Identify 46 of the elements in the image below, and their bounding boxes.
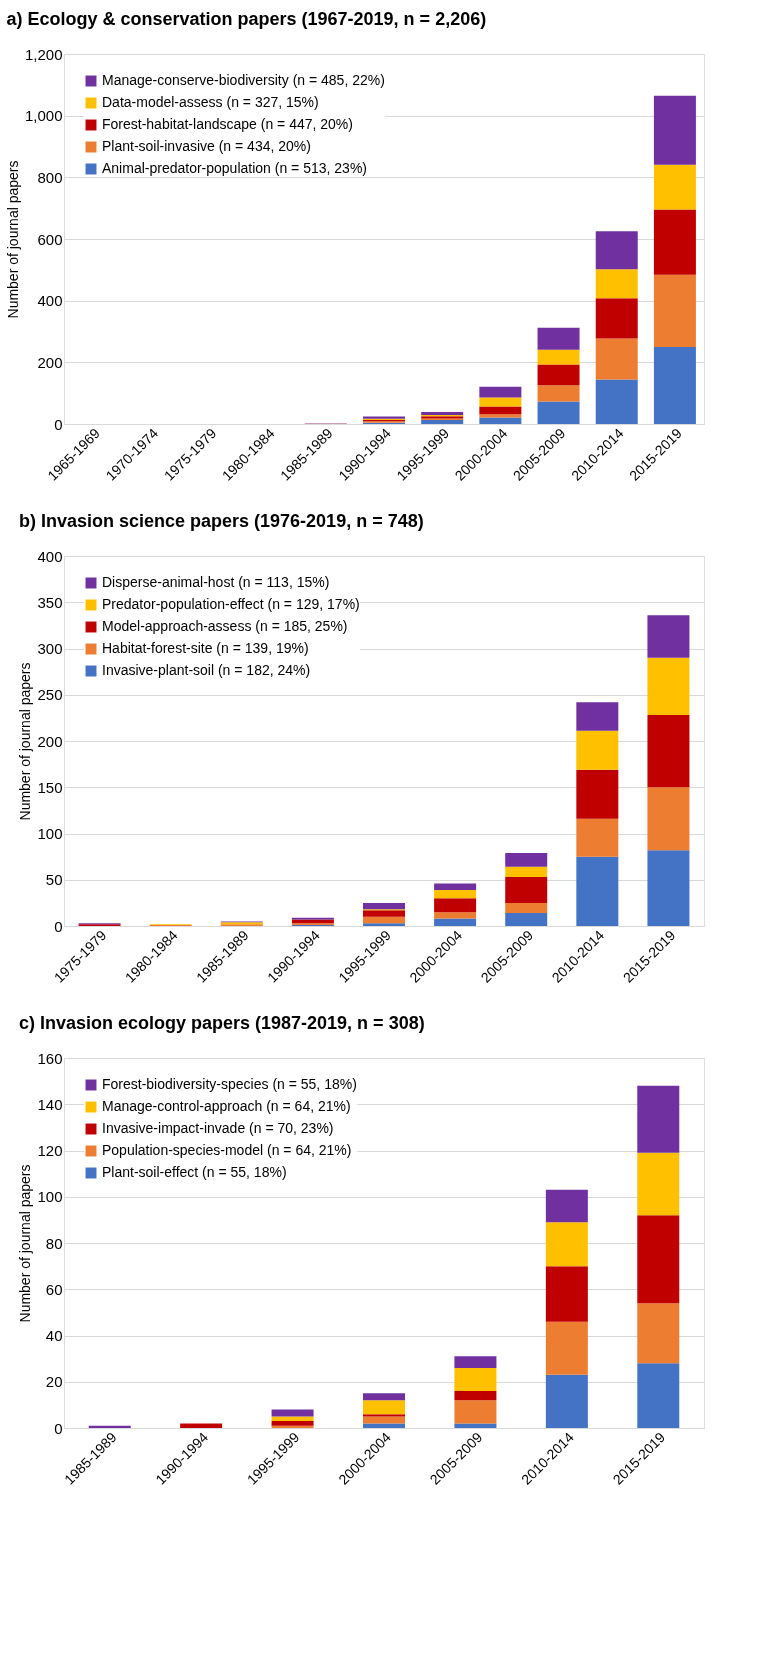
- legend-label: Model-approach-assess (n = 185, 25%): [102, 618, 348, 634]
- y-tick-label: 140: [37, 1095, 63, 1113]
- legend-label: Forest-biodiversity-species (n = 55, 18%): [102, 1076, 357, 1092]
- y-tick-label: 120: [37, 1142, 63, 1159]
- legend-label: Manage-conserve-biodiversity (n = 485, 22%): [102, 72, 385, 88]
- legend-label: Animal-predator-population (n = 513, 23%): [102, 160, 367, 176]
- legend-label: Plant-soil-invasive (n = 434, 20%): [102, 138, 311, 154]
- legend-label: Predator-population-effect (n = 129, 17%): [102, 596, 360, 612]
- y-tick-label: 60: [45, 1280, 63, 1298]
- y-tick-label: 300: [37, 640, 63, 657]
- y-tick-label: 150: [37, 778, 63, 796]
- y-tick-label: 250: [37, 686, 63, 704]
- y-tick-label: 200: [37, 732, 63, 750]
- y-tick-label: 350: [37, 593, 63, 611]
- y-axis-title: Number of journal papers: [17, 662, 34, 821]
- legend-label: Data-model-assess (n = 327, 15%): [102, 94, 319, 110]
- y-tick-label: 20: [45, 1373, 63, 1391]
- y-tick-label: 50: [45, 871, 63, 889]
- legend-label: Population-species-model (n = 64, 21%): [102, 1142, 352, 1158]
- y-axis-title: Number of journal papers: [4, 160, 21, 319]
- y-tick-label: 0: [54, 415, 63, 433]
- chart-title: a) Ecology & conservation papers (1967-2019, n = 2,206): [6, 9, 487, 29]
- legend-label: Manage-control-approach (n = 64, 21%): [102, 1098, 351, 1114]
- y-tick-label: 200: [37, 353, 63, 371]
- y-tick-label: 100: [37, 1188, 63, 1206]
- y-tick-label: 80: [45, 1234, 63, 1252]
- y-tick-label: 40: [45, 1327, 63, 1344]
- y-tick-label: 0: [54, 1419, 63, 1437]
- y-tick-label: 100: [37, 825, 63, 842]
- legend-label: Habitat-forest-site (n = 139, 19%): [102, 640, 309, 656]
- legend-label: Invasive-plant-soil (n = 182, 24%): [102, 662, 311, 678]
- legend-label: Invasive-impact-invade (n = 70, 23%): [102, 1120, 334, 1136]
- y-tick-label: 0: [54, 917, 63, 935]
- chart-title: c) Invasion ecology papers (1987-2019, n = 308): [18, 1013, 425, 1033]
- y-tick-label: 400: [37, 547, 63, 565]
- y-tick-label: 160: [37, 1049, 63, 1067]
- y-tick-label: 1,200: [24, 45, 63, 63]
- chart-title: b) Invasion science papers (1976-2019, n = 748): [18, 511, 424, 531]
- y-tick-label: 400: [37, 292, 63, 310]
- y-axis-title: Number of journal papers: [17, 1164, 34, 1323]
- y-tick-label: 800: [37, 168, 63, 186]
- y-tick-label: 1,000: [24, 107, 63, 125]
- legend-label: Plant-soil-effect (n = 55, 18%): [102, 1164, 287, 1180]
- legend-label: Forest-habitat-landscape (n = 447, 20%): [102, 116, 353, 132]
- legend-label: Disperse-animal-host (n = 113, 15%): [102, 574, 330, 590]
- y-tick-label: 600: [37, 230, 63, 248]
